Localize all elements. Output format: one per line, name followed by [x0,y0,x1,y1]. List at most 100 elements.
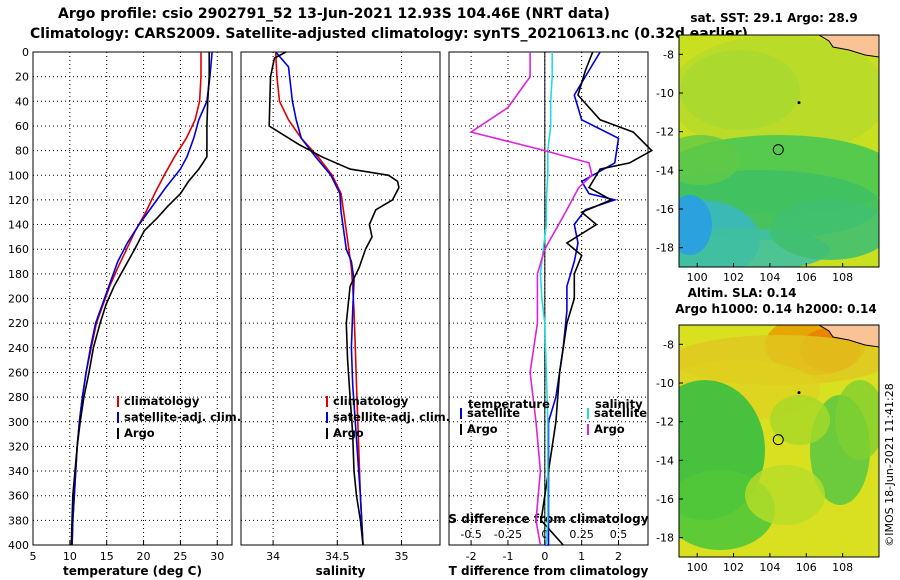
depth-tick-label: 160 [8,243,29,256]
depth-tick-label: 100 [8,169,29,182]
x-tick-label: 5 [30,550,37,563]
depth-tick-label: 220 [8,317,29,330]
x-tick-label: 0 [541,550,548,563]
legend-title-temperature: temperature [468,397,550,411]
legend-title-salinity: salinity [595,397,643,411]
x-tick-label: 15 [100,550,114,563]
legend-label-satellite: satellite-adj. clim. [333,410,450,424]
argo-position-marker [772,144,784,156]
x-tick-label: -1 [502,550,513,563]
map-x-tick-label: 106 [796,561,817,574]
x-tick-label: -2 [466,550,477,563]
map-field-blob [770,395,830,445]
series-line-argo [540,51,654,546]
depth-tick-label: 200 [8,293,29,306]
depth-tick-label: 280 [8,391,29,404]
map-y-tick-label: -12 [656,416,674,429]
chart-title-line2: Climatology: CARS2009. Satellite-adjuste… [30,26,748,42]
map-frame [678,324,880,558]
plot-frame-1 [32,51,233,546]
map-x-tick-label: 102 [723,271,744,284]
secondary-tick-label: 0.5 [610,528,628,541]
land-mass [818,35,879,58]
map-x-tick-label: 100 [687,271,708,284]
secondary-tick-label: 0.25 [569,528,594,541]
x-tick-label: 34 [266,550,280,563]
island-marker [797,391,801,395]
legend-label-satellite: satellite-adj. clim. [124,410,241,424]
x-tick-label: 34.5 [325,550,350,563]
map-x-tick-label: 100 [687,561,708,574]
x-tick-label: 30 [210,550,224,563]
map-field-blob [835,380,879,460]
series-line-argo [268,51,400,546]
map-image-1 [679,35,879,267]
depth-tick-label: 320 [8,440,29,453]
legend-label-S-argo_salinity: Argo [594,422,625,436]
legend-label-climatology: climatology [124,394,200,408]
argo-position-marker [772,434,784,446]
depth-tick-label: 360 [8,490,29,503]
land-mass [818,325,879,348]
series-line-argo_salinity [469,52,593,546]
x-axis-label: temperature (deg C) [63,564,202,578]
depth-tick-label: 60 [15,120,29,133]
legend-label-T-argo: Argo [467,422,498,436]
depth-tick-label: 180 [8,268,29,281]
map-x-tick-label: 106 [796,271,817,284]
x-tick-label: 25 [173,550,187,563]
legend-label-S-sat_salinity: satellite [594,406,647,420]
map-y-tick-label: -18 [656,532,674,545]
depth-tick-label: 400 [8,539,29,552]
map-y-tick-label: -14 [656,164,674,177]
map-field-blob [679,135,740,185]
imos-credit-text: ©IMOS 18-Jun-2021 11:41:28 [883,383,896,547]
x-tick-label: 2 [615,550,622,563]
map-y-tick-label: -14 [656,454,674,467]
map-field-blob [770,200,879,260]
map-field-blob [745,465,825,525]
map-x-tick-label: 102 [723,561,744,574]
map2-title: Altim. SLA: 0.14 [688,286,797,300]
depth-tick-label: 0 [22,46,29,59]
legend-label-argo: Argo [333,426,364,440]
map-y-tick-label: -10 [656,377,674,390]
series-line-satellite [275,51,364,546]
x-tick-label: 20 [137,550,151,563]
x-tick-label: 1 [578,550,585,563]
depth-tick-label: 260 [8,366,29,379]
map-x-tick-label: 108 [832,561,853,574]
depth-tick-label: 380 [8,514,29,527]
island-marker [797,101,801,105]
map-image-2 [679,325,879,557]
map-y-tick-label: -10 [656,87,674,100]
map2-subtitle: Argo h1000: 0.14 h2000: 0.14 [675,302,876,316]
map-y-tick-label: -12 [656,126,674,139]
chart-title-line1: Argo profile: csio 2902791_52 13-Jun-202… [58,6,610,22]
secondary-tick-label: -0.5 [460,528,481,541]
map-frame [678,34,880,268]
plot-frame-2 [240,51,441,546]
series-line-climatology [274,51,364,546]
map-field-blob [679,195,712,255]
depth-tick-label: 20 [15,71,29,84]
legend-label-argo: Argo [124,426,155,440]
map-x-tick-label: 108 [832,271,853,284]
depth-tick-label: 80 [15,145,29,158]
legend-label-climatology: climatology [333,394,409,408]
map-field-blob [680,50,800,130]
depth-tick-label: 120 [8,194,29,207]
depth-tick-label: 340 [8,465,29,478]
depth-tick-label: 40 [15,95,29,108]
series-line-argo [70,52,210,546]
map-x-tick-label: 104 [759,561,780,574]
x-tick-label: 35 [394,550,408,563]
map-y-tick-label: -8 [663,48,674,61]
depth-tick-label: 240 [8,342,29,355]
depth-tick-label: 300 [8,416,29,429]
secondary-tick-label: 0 [541,528,548,541]
secondary-tick-label: -0.25 [494,528,522,541]
x-axis-label: T difference from climatology [449,564,649,578]
x-axis-label: salinity [316,564,366,578]
